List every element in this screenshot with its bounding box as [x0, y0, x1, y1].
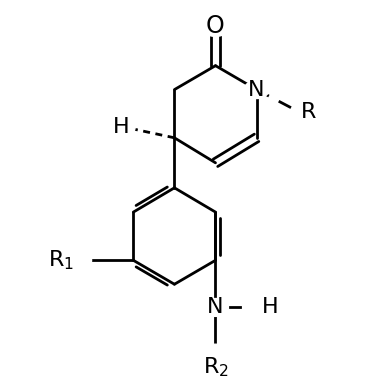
Ellipse shape [199, 344, 233, 366]
Text: H: H [262, 298, 279, 317]
Text: N: N [207, 298, 224, 317]
Text: R$_2$: R$_2$ [203, 355, 229, 379]
Ellipse shape [108, 117, 135, 137]
Text: H: H [113, 117, 130, 137]
Ellipse shape [244, 81, 269, 99]
Text: O: O [206, 15, 225, 38]
Ellipse shape [57, 249, 91, 271]
Text: N: N [248, 79, 265, 100]
Ellipse shape [295, 102, 322, 122]
Text: R$_1$: R$_1$ [48, 249, 74, 272]
Text: R: R [301, 102, 316, 122]
Ellipse shape [203, 298, 228, 316]
Ellipse shape [248, 298, 273, 316]
Ellipse shape [201, 16, 230, 36]
